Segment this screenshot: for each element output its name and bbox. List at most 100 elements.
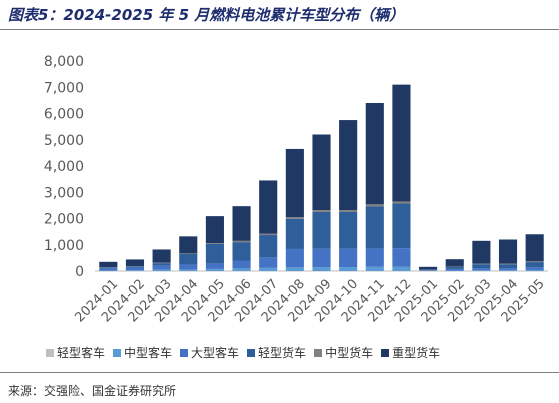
legend-swatch: [46, 348, 54, 357]
bar-segment: [312, 248, 331, 268]
y-tick-label: 4,000: [44, 159, 84, 175]
bar-segment: [179, 269, 198, 271]
footer-divider: [0, 372, 559, 373]
legend-swatch: [113, 348, 122, 357]
bar-segment: [498, 239, 518, 264]
bar-segment: [285, 217, 304, 219]
bar-segment: [365, 103, 384, 205]
legend: 轻型客车 中型客车 大型客车 轻型货车 中型货车 重型货车: [46, 344, 440, 361]
legend-label: 重型货车: [392, 346, 441, 360]
bar-segment: [312, 210, 331, 212]
bar-segment: [365, 206, 384, 249]
bar-segment: [525, 234, 544, 262]
bar-segment: [498, 270, 518, 271]
bar-segment: [525, 262, 544, 268]
legend-swatch: [314, 348, 323, 357]
bar-segment: [152, 269, 171, 271]
bar-segment: [152, 265, 171, 270]
bar-segment: [365, 204, 384, 207]
bar-segment: [339, 248, 358, 268]
bar-segment: [392, 201, 411, 204]
bar-segment: [312, 267, 331, 271]
bar-segment: [179, 253, 198, 254]
legend-item: 中型客车: [113, 344, 172, 361]
bar-segment: [99, 268, 118, 271]
bars: [99, 84, 544, 271]
bar-segment: [365, 248, 384, 267]
legend-item: 大型客车: [180, 344, 239, 361]
bar-segment: [419, 269, 438, 271]
y-tick-label: 6,000: [44, 107, 84, 123]
bar-segment: [259, 235, 278, 258]
bar-segment: [445, 268, 464, 271]
legend-item: 重型货车: [381, 344, 440, 361]
bar-segment: [205, 243, 224, 264]
x-axis: 2024-012024-022024-032024-042024-052024-…: [72, 276, 547, 325]
legend-item: 中型货车: [314, 344, 373, 361]
bar-segment: [498, 263, 518, 265]
bar-segment: [392, 266, 411, 271]
legend-label: 中型货车: [325, 346, 374, 360]
bar-segment: [125, 267, 145, 271]
bar-segment: [339, 120, 358, 211]
bar-segment: [472, 270, 491, 271]
bar-segment: [525, 261, 544, 263]
y-tick-label: 8,000: [44, 54, 84, 70]
bar-segment: [259, 233, 278, 236]
legend-label: 轻型货车: [258, 346, 307, 360]
bar-segment: [472, 268, 491, 271]
bar-segment: [312, 134, 331, 211]
legend-label: 中型客车: [124, 346, 173, 360]
bar-segment: [259, 267, 278, 271]
chart-title: 图表5：2024-2025 年 5 月燃料电池累计车型分布（辆）: [8, 6, 405, 24]
title-divider: [0, 29, 559, 30]
bar-segment: [232, 268, 251, 271]
bar-segment: [205, 243, 224, 244]
bar-segment: [232, 240, 251, 243]
bar-segment: [472, 240, 491, 264]
legend-swatch: [247, 348, 256, 357]
bar-segment: [285, 218, 304, 249]
bar-segment: [179, 264, 198, 270]
bar-segment: [419, 270, 438, 271]
y-tick-label: 1,000: [44, 238, 84, 254]
y-tick-label: 7,000: [44, 80, 84, 96]
bar-segment: [232, 206, 251, 241]
bar-segment: [392, 84, 411, 202]
bar-segment: [232, 242, 251, 261]
y-tick-label: 5,000: [44, 133, 84, 149]
bar-segment: [498, 268, 518, 271]
bar-segment: [419, 266, 438, 270]
bar-segment: [259, 257, 278, 268]
bar-segment: [152, 262, 171, 264]
bar-segment: [232, 260, 251, 269]
bar-segment: [525, 269, 544, 271]
bar-segment: [445, 266, 464, 269]
bar-segment: [472, 263, 491, 265]
legend-swatch: [381, 348, 390, 357]
bar-segment: [125, 266, 145, 268]
stacked-bar-chart: 0 1,000 2,000 3,000 4,000 5,000 6,000 7,000 8,00…: [44, 54, 548, 325]
source-note: 来源：交强险、国金证券研究所: [8, 384, 177, 398]
bar-segment: [152, 249, 171, 263]
legend-item: 轻型客车: [46, 344, 105, 361]
bar-segment: [472, 264, 491, 269]
bar-segment: [339, 267, 358, 271]
bar-segment: [285, 148, 304, 218]
bar-segment: [205, 216, 224, 244]
bar-segment: [339, 210, 358, 212]
bar-segment: [339, 211, 358, 249]
bar-segment: [525, 267, 544, 270]
legend-item: 轻型货车: [247, 344, 306, 361]
bar-segment: [259, 180, 278, 234]
bar-segment: [152, 263, 171, 266]
legend-label: 轻型客车: [57, 346, 106, 360]
y-tick-label: 2,000: [44, 212, 84, 228]
bar-segment: [179, 253, 198, 265]
bar-segment: [99, 261, 118, 268]
bar-segment: [285, 248, 304, 268]
bar-segment: [99, 267, 118, 269]
y-tick-label: 3,000: [44, 185, 84, 201]
y-tick-label: 0: [75, 264, 84, 280]
bar-segment: [445, 259, 464, 267]
